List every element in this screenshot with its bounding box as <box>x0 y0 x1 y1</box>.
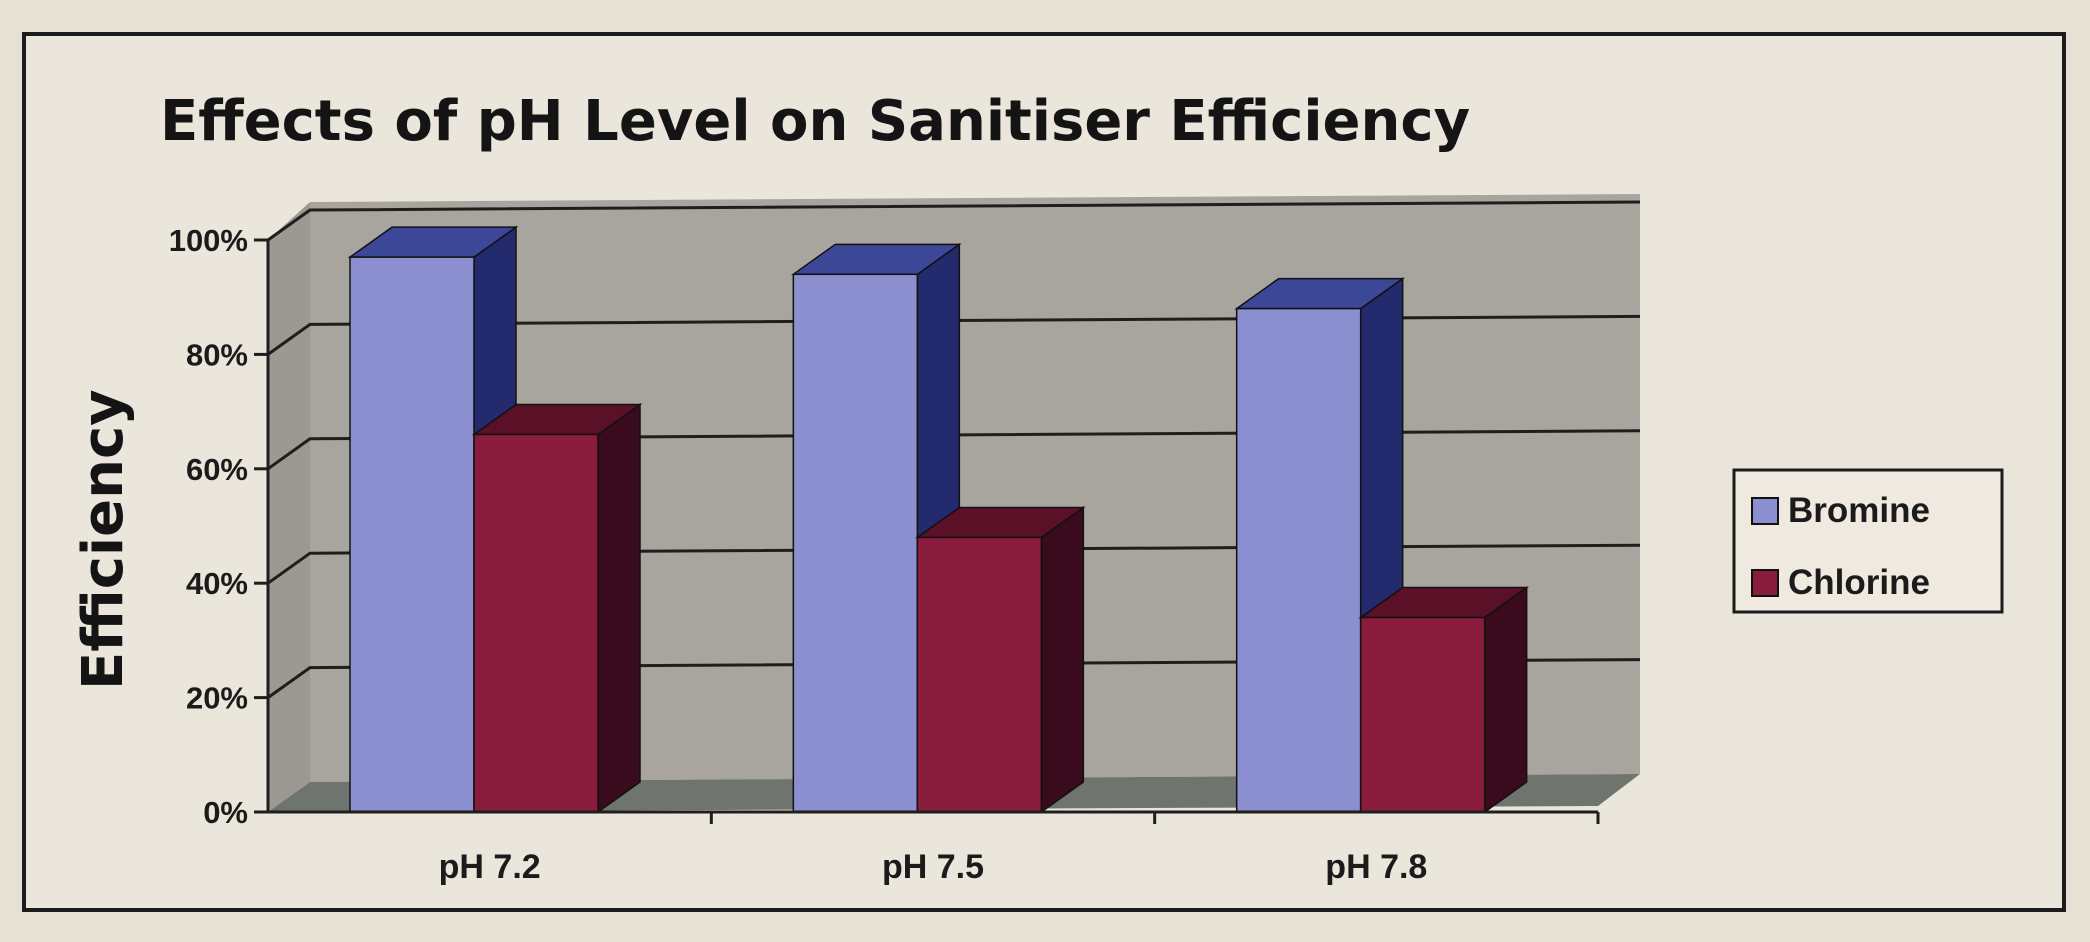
y-axis-label: Efficiency <box>71 389 136 690</box>
y-tick-label: 80% <box>186 337 248 372</box>
x-tick-label: pH 7.2 <box>439 848 541 886</box>
bar-side <box>597 403 641 814</box>
x-tick-label: pH 7.8 <box>1325 848 1427 886</box>
bar <box>914 505 1086 814</box>
bar-front <box>1235 307 1362 813</box>
bar-side <box>1040 505 1085 814</box>
x-tick-label: pH 7.5 <box>882 848 984 886</box>
chart-title: Effects of pH Level on Sanitiser Efficie… <box>160 89 1470 154</box>
gridline <box>267 314 1641 356</box>
legend-label: Bromine <box>1788 491 1930 530</box>
x-axis: pH 7.2 pH 7.5 pH 7.8 <box>268 810 1600 886</box>
side-wall <box>268 202 310 812</box>
legend-swatch <box>1751 497 1779 525</box>
legend-swatch <box>1751 569 1779 597</box>
bar-front <box>916 536 1043 813</box>
bar-front <box>792 273 919 813</box>
legend: Bromine Chlorine <box>1732 468 2004 614</box>
y-tick-label: 40% <box>186 566 248 601</box>
y-tick-label: 60% <box>186 452 248 487</box>
bar <box>1358 586 1530 814</box>
y-axis: 0% 20% 40% 60% 80% 100% <box>169 223 270 830</box>
bar <box>471 403 643 814</box>
bar-front <box>349 256 475 813</box>
gridline <box>267 429 1641 471</box>
bar-side <box>1483 586 1528 814</box>
bars <box>347 225 1530 814</box>
gridline <box>267 543 1641 585</box>
gridline <box>267 658 1641 699</box>
legend-label: Chlorine <box>1788 563 1930 602</box>
y-tick-label: 100% <box>169 223 248 258</box>
bar-front <box>473 433 599 813</box>
gridlines <box>267 200 1641 699</box>
y-tick-label: 20% <box>186 681 248 716</box>
bar-front <box>1359 616 1486 813</box>
gridline <box>267 200 1641 242</box>
plot-area: 0% 20% 40% 60% 80% 100% pH 7.2 pH 7.5 pH 7.8 <box>169 194 1641 886</box>
y-tick-label: 0% <box>203 795 248 830</box>
